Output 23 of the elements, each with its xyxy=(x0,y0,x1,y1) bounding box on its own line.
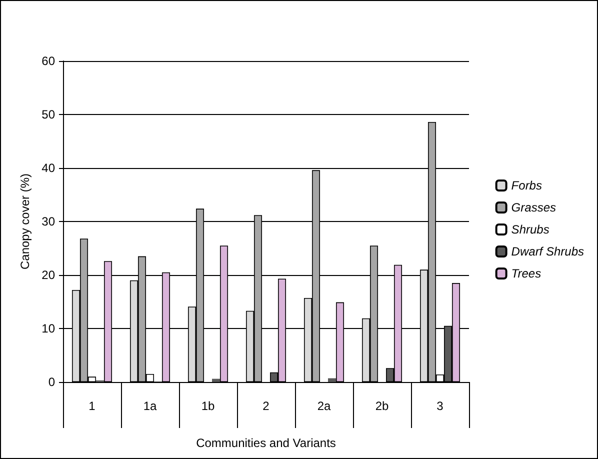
bar xyxy=(212,378,220,382)
y-tick-label: 60 xyxy=(42,54,56,68)
x-tick-label: 3 xyxy=(436,399,444,413)
legend-label: Trees xyxy=(511,266,542,280)
bar xyxy=(328,378,336,382)
x-tick-label: 2 xyxy=(262,399,270,413)
x-tick-label: 1 xyxy=(88,399,96,413)
x-tick-label: 2a xyxy=(317,399,331,413)
x-axis-title: Communities and Variants xyxy=(196,436,336,450)
y-tick-label: 50 xyxy=(42,108,56,122)
y-tick-label: 40 xyxy=(42,161,56,175)
x-tick-label: 2b xyxy=(375,399,389,413)
legend-label: Forbs xyxy=(511,178,542,192)
y-tick-label: 0 xyxy=(48,375,56,389)
y-tick-label: 10 xyxy=(42,322,56,336)
x-tick-label: 1a xyxy=(143,399,157,413)
legend-label: Shrubs xyxy=(511,222,550,236)
legend-label: Grasses xyxy=(511,200,556,214)
y-axis-title: Canopy cover (%) xyxy=(18,173,32,270)
x-tick-label: 1b xyxy=(201,399,215,413)
y-tick-label: 20 xyxy=(42,268,56,282)
legend-label: Dwarf Shrubs xyxy=(511,244,584,258)
y-tick-label: 30 xyxy=(42,214,56,228)
